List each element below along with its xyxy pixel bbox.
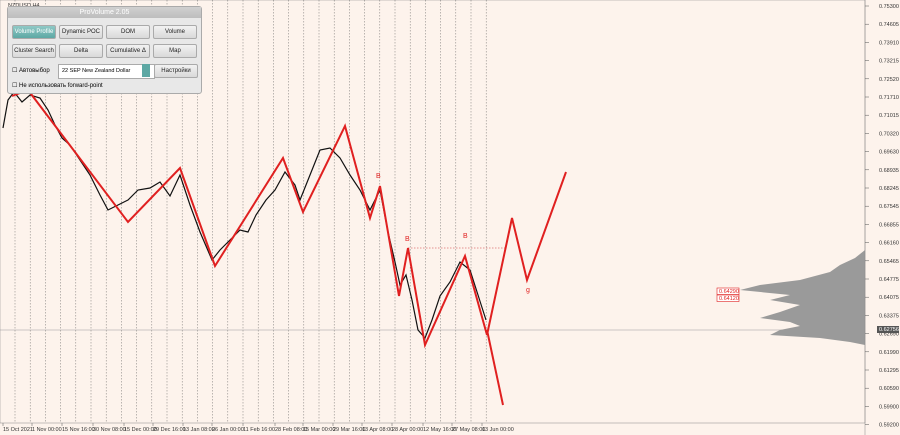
current-price: 0.62756 <box>879 327 899 333</box>
price-label: 0.72520 <box>879 77 899 83</box>
price-label: 0.59900 <box>879 404 899 410</box>
level-tag: 0.64290 <box>719 289 739 295</box>
panel-button[interactable]: Delta <box>59 44 103 58</box>
time-label: 29 Dec 16:00 <box>153 427 186 433</box>
volume-profile <box>740 250 865 345</box>
panel-button[interactable]: Volume Profile <box>12 25 56 39</box>
panel-button[interactable]: Volume <box>153 25 197 39</box>
price-label: 0.65465 <box>879 259 899 265</box>
time-label: 28 Apr 00:00 <box>392 427 423 433</box>
panel-button[interactable]: Cluster Search <box>12 44 56 58</box>
level-tag-box <box>716 294 740 302</box>
level-tag: 0.64120 <box>719 296 739 302</box>
current-price-tag <box>877 326 899 333</box>
panel-button[interactable]: Cumulative Δ <box>106 44 150 58</box>
price-label: 0.68245 <box>879 186 899 192</box>
time-label: 1 Nov 00:00 <box>32 427 62 433</box>
auto-checkbox[interactable]: ☐ Автовыбор <box>12 68 50 74</box>
instrument-select[interactable]: 22 SEP New Zealand Dollar <box>58 64 155 79</box>
price-label: 0.73215 <box>879 59 899 65</box>
panel-title: ProVolume 2.05 <box>8 7 201 18</box>
price-label: 0.74605 <box>879 22 899 28</box>
time-label: 28 Feb 08:00 <box>275 427 307 433</box>
time-label: 12 May 16:00 <box>423 427 456 433</box>
time-label: 30 Nov 08:00 <box>93 427 126 433</box>
price-label: 0.69630 <box>879 150 899 156</box>
wave-label: B <box>405 236 410 243</box>
wave-label: g <box>526 287 530 294</box>
price-label: 0.64775 <box>879 277 899 283</box>
price-label: 0.71015 <box>879 113 899 119</box>
price-label: 0.60590 <box>879 386 899 392</box>
price-label: 0.66855 <box>879 222 899 228</box>
projection <box>486 329 504 406</box>
forward-label: Не использовать forward-point <box>19 83 103 89</box>
auto-label: Автовыбор <box>19 68 50 74</box>
price-label: 0.63375 <box>879 313 899 319</box>
time-label: 27 May 08:00 <box>452 427 485 433</box>
time-label: 15 Oct 2021 <box>3 427 33 433</box>
price-label: 0.62690 <box>879 332 899 338</box>
price-label: 0.67545 <box>879 204 899 210</box>
panel-button[interactable]: Map <box>153 44 197 58</box>
level-tag-box <box>716 287 740 295</box>
wave-label: B <box>376 173 381 180</box>
time-label: 11 Feb 16:00 <box>243 427 275 433</box>
time-label: 15 Dec 00:00 <box>124 427 157 433</box>
price-label: 0.68935 <box>879 168 899 174</box>
time-label: 15 Mar 00:00 <box>303 427 335 433</box>
zigzag <box>11 88 567 349</box>
settings-button[interactable]: Настройки <box>154 64 198 78</box>
price-label: 0.73910 <box>879 40 899 46</box>
wave-label: B <box>463 233 468 240</box>
forward-checkbox[interactable]: ☐ Не использовать forward-point <box>12 83 103 89</box>
panel-button[interactable]: DOM <box>106 25 150 39</box>
time-label: 29 Mar 16:00 <box>333 427 365 433</box>
price-label: 0.75300 <box>879 4 899 10</box>
time-label: 13 Jun 00:00 <box>482 427 514 433</box>
price-label: 0.71710 <box>879 95 899 101</box>
price-label: 0.59200 <box>879 423 899 429</box>
time-label: 13 Jan 08:00 <box>183 427 215 433</box>
price-label: 0.61990 <box>879 350 899 356</box>
price-label: 0.61295 <box>879 368 899 374</box>
select-arrow[interactable] <box>142 64 150 77</box>
time-label: 13 Apr 08:00 <box>362 427 393 433</box>
panel-button[interactable]: Dynamic POC <box>59 25 103 39</box>
time-label: 15 Nov 16:00 <box>62 427 95 433</box>
pro-volume-panel: ProVolume 2.05 Volume Profile Dynamic POC… <box>7 6 202 94</box>
time-label: 26 Jan 00:00 <box>212 427 244 433</box>
price-label: 0.64075 <box>879 295 899 301</box>
price-label: 0.66160 <box>879 241 899 247</box>
price-label: 0.70320 <box>879 131 899 137</box>
